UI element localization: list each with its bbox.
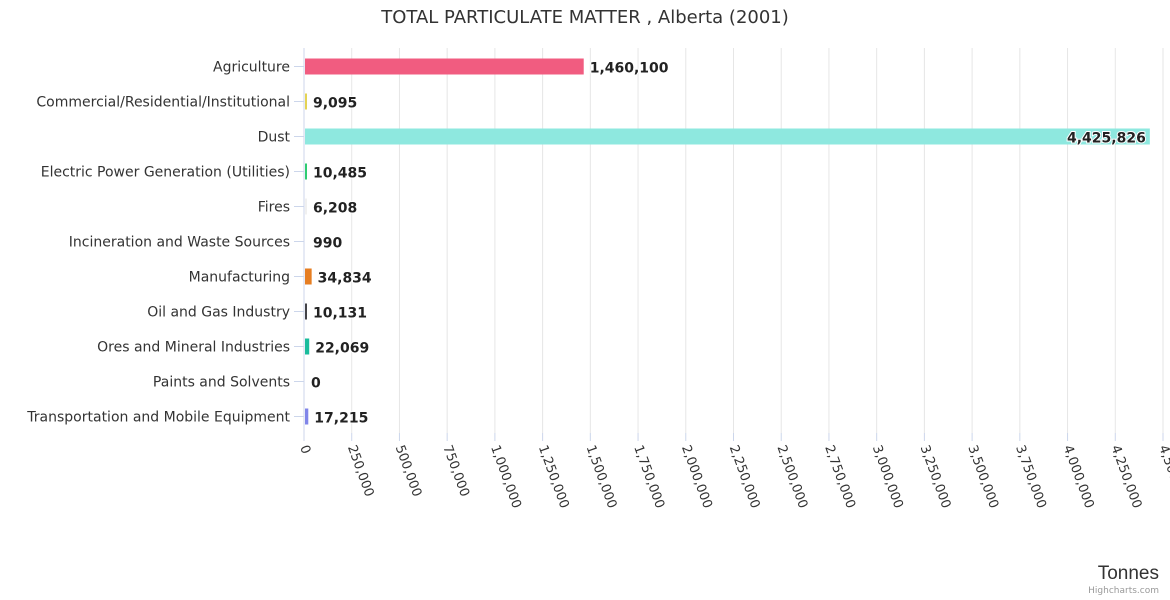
data-label: 4,425,826 [1067, 131, 1146, 147]
category-label: Commercial/Residential/Institutional [36, 95, 290, 111]
category-label: Incineration and Waste Sources [69, 235, 290, 251]
data-label: 22,069 [315, 341, 369, 357]
category-label: Dust [258, 130, 291, 146]
x-tick-label: 2,500,000 [773, 443, 810, 510]
x-tick-label: 2,250,000 [726, 443, 763, 510]
x-tick-label: 4,250,000 [1108, 443, 1145, 510]
bar [305, 338, 310, 355]
x-tick-label: 0 [296, 443, 313, 456]
category-label: Agriculture [213, 60, 290, 76]
bar [305, 408, 309, 425]
category-label: Ores and Mineral Industries [97, 340, 290, 356]
bar [305, 268, 312, 285]
data-label: 10,485 [313, 166, 367, 182]
data-label: 34,834 [318, 271, 372, 287]
category-label: Manufacturing [189, 270, 290, 286]
category-label: Oil and Gas Industry [147, 305, 290, 321]
x-tick-label: 3,000,000 [869, 443, 906, 510]
x-tick-label: 750,000 [439, 443, 471, 499]
x-axis-title: Tonnes [1097, 563, 1159, 584]
data-label: 990 [313, 236, 342, 252]
x-tick-label: 1,500,000 [583, 443, 620, 510]
x-tick-label: 2,750,000 [821, 443, 858, 510]
data-label: 10,131 [313, 306, 367, 322]
category-label: Electric Power Generation (Utilities) [41, 165, 290, 181]
data-label: 1,460,100 [590, 61, 669, 77]
category-label: Paints and Solvents [153, 375, 290, 391]
bar [305, 93, 307, 110]
bar [305, 163, 308, 180]
x-tick-label: 500,000 [392, 443, 424, 499]
x-tick-label: 4,000,000 [1060, 443, 1097, 510]
bar [305, 128, 1150, 145]
bar [305, 303, 307, 320]
x-tick-label: 3,500,000 [964, 443, 1001, 510]
x-tick-label: 250,000 [344, 443, 376, 499]
bar [305, 233, 307, 250]
x-tick-label: 1,750,000 [630, 443, 667, 510]
data-label: 6,208 [313, 201, 357, 217]
x-tick-label: 3,250,000 [917, 443, 954, 510]
x-tick-label: 1,250,000 [535, 443, 572, 510]
bar [305, 58, 584, 75]
category-label: Fires [258, 200, 290, 216]
x-tick-label: 3,750,000 [1012, 443, 1049, 510]
x-tick-label: 4,500,000 [1155, 443, 1170, 510]
data-label: 0 [311, 376, 321, 392]
bar [305, 198, 307, 215]
x-tick-label: 2,000,000 [678, 443, 715, 510]
category-label: Transportation and Mobile Equipment [26, 410, 290, 426]
data-label: 9,095 [313, 96, 357, 112]
data-label: 17,215 [314, 411, 368, 427]
highcharts-credit[interactable]: Highcharts.com [1088, 586, 1159, 596]
chart-title: TOTAL PARTICULATE MATTER , Alberta (2001… [381, 7, 789, 28]
x-tick-label: 1,000,000 [487, 443, 524, 510]
